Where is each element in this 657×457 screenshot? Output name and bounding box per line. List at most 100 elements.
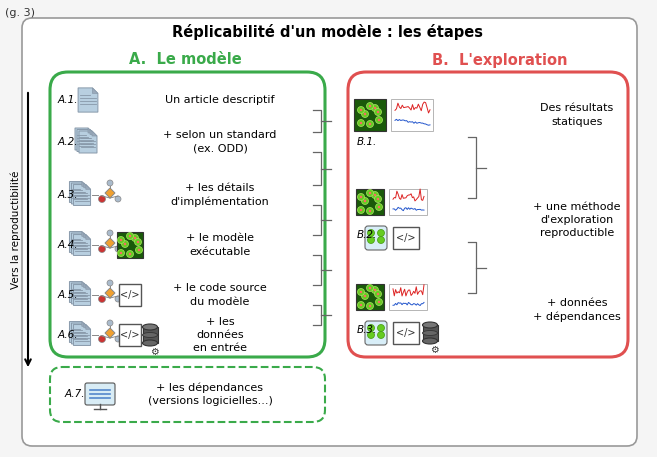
Circle shape bbox=[374, 291, 382, 298]
Polygon shape bbox=[77, 129, 95, 152]
FancyBboxPatch shape bbox=[389, 284, 427, 310]
Text: + le code source
du modèle: + le code source du modèle bbox=[173, 283, 267, 307]
Circle shape bbox=[371, 191, 378, 198]
FancyBboxPatch shape bbox=[117, 232, 143, 258]
Circle shape bbox=[357, 106, 365, 113]
Circle shape bbox=[369, 287, 371, 289]
Circle shape bbox=[377, 198, 379, 200]
Text: + les
données
en entrée: + les données en entrée bbox=[193, 317, 247, 353]
Text: Vers la reproductibilité: Vers la reproductibilité bbox=[11, 171, 21, 289]
Circle shape bbox=[367, 285, 373, 292]
Polygon shape bbox=[70, 322, 87, 342]
Circle shape bbox=[374, 196, 382, 202]
Text: + les détails
d'implémentation: + les détails d'implémentation bbox=[171, 183, 269, 207]
FancyBboxPatch shape bbox=[393, 227, 419, 249]
Circle shape bbox=[357, 193, 365, 201]
Circle shape bbox=[99, 335, 106, 342]
Circle shape bbox=[367, 190, 373, 197]
Polygon shape bbox=[79, 131, 97, 153]
Circle shape bbox=[367, 324, 374, 331]
Polygon shape bbox=[74, 234, 91, 255]
FancyBboxPatch shape bbox=[393, 322, 419, 344]
Circle shape bbox=[124, 243, 126, 245]
Text: A.4.: A.4. bbox=[58, 240, 78, 250]
Polygon shape bbox=[105, 288, 115, 298]
Circle shape bbox=[99, 296, 106, 303]
FancyBboxPatch shape bbox=[365, 226, 387, 250]
Polygon shape bbox=[70, 181, 87, 202]
Circle shape bbox=[360, 122, 362, 124]
Text: + selon un standard
(ex. ODD): + selon un standard (ex. ODD) bbox=[164, 130, 277, 154]
Circle shape bbox=[364, 113, 366, 115]
Text: </>: </> bbox=[120, 330, 140, 340]
Circle shape bbox=[361, 292, 369, 299]
Circle shape bbox=[367, 102, 373, 110]
Polygon shape bbox=[82, 181, 87, 186]
Text: B.3.: B.3. bbox=[357, 325, 377, 335]
Circle shape bbox=[376, 298, 382, 305]
Circle shape bbox=[115, 296, 121, 302]
Circle shape bbox=[360, 291, 362, 293]
FancyBboxPatch shape bbox=[348, 72, 628, 357]
Circle shape bbox=[115, 196, 121, 202]
Text: + le modèle
exécutable: + le modèle exécutable bbox=[186, 234, 254, 256]
FancyBboxPatch shape bbox=[22, 18, 637, 446]
Circle shape bbox=[361, 111, 369, 117]
Circle shape bbox=[129, 235, 131, 237]
Circle shape bbox=[378, 331, 384, 339]
Text: B.1.: B.1. bbox=[357, 137, 377, 147]
Polygon shape bbox=[92, 131, 97, 136]
Circle shape bbox=[378, 301, 380, 303]
Polygon shape bbox=[84, 283, 89, 288]
Text: A.1.: A.1. bbox=[58, 95, 78, 105]
Circle shape bbox=[377, 111, 379, 113]
Polygon shape bbox=[82, 282, 87, 286]
Polygon shape bbox=[105, 328, 115, 338]
Polygon shape bbox=[72, 283, 89, 304]
Circle shape bbox=[376, 203, 382, 211]
Circle shape bbox=[369, 105, 371, 107]
Circle shape bbox=[378, 119, 380, 121]
Text: A.6.: A.6. bbox=[58, 330, 78, 340]
Circle shape bbox=[374, 194, 376, 196]
Circle shape bbox=[360, 304, 362, 306]
FancyBboxPatch shape bbox=[85, 383, 115, 405]
FancyBboxPatch shape bbox=[356, 189, 384, 215]
Circle shape bbox=[118, 237, 124, 244]
Text: A.3.: A.3. bbox=[58, 190, 78, 200]
Ellipse shape bbox=[422, 322, 438, 328]
Text: B.2.: B.2. bbox=[357, 230, 377, 240]
Text: + les dépendances
(versions logicielles...): + les dépendances (versions logicielles.… bbox=[148, 382, 273, 406]
Polygon shape bbox=[75, 128, 93, 150]
Polygon shape bbox=[88, 128, 93, 133]
Circle shape bbox=[115, 336, 121, 342]
Circle shape bbox=[357, 302, 365, 308]
Polygon shape bbox=[72, 323, 89, 344]
Polygon shape bbox=[70, 232, 87, 252]
Text: ⚙: ⚙ bbox=[430, 345, 438, 355]
Circle shape bbox=[138, 249, 140, 251]
Circle shape bbox=[377, 293, 379, 295]
Circle shape bbox=[367, 229, 374, 237]
Polygon shape bbox=[422, 325, 438, 341]
Text: A.5.: A.5. bbox=[58, 290, 78, 300]
Circle shape bbox=[369, 192, 371, 194]
Text: (g. 3): (g. 3) bbox=[5, 8, 35, 18]
Text: </>: </> bbox=[120, 290, 140, 300]
Polygon shape bbox=[70, 282, 87, 303]
Polygon shape bbox=[90, 129, 95, 134]
Text: B.  L'exploration: B. L'exploration bbox=[432, 53, 568, 68]
Circle shape bbox=[131, 234, 139, 241]
Polygon shape bbox=[86, 234, 91, 239]
Polygon shape bbox=[74, 185, 91, 206]
Text: ⚙: ⚙ bbox=[150, 347, 158, 357]
Text: + une méthode
d'exploration
reproductible: + une méthode d'exploration reproductibl… bbox=[533, 202, 621, 238]
Circle shape bbox=[357, 119, 365, 127]
Circle shape bbox=[127, 233, 133, 239]
Circle shape bbox=[137, 241, 139, 243]
Polygon shape bbox=[72, 233, 89, 254]
Polygon shape bbox=[105, 238, 115, 248]
Circle shape bbox=[135, 246, 143, 254]
FancyBboxPatch shape bbox=[354, 99, 386, 131]
Circle shape bbox=[115, 246, 121, 252]
